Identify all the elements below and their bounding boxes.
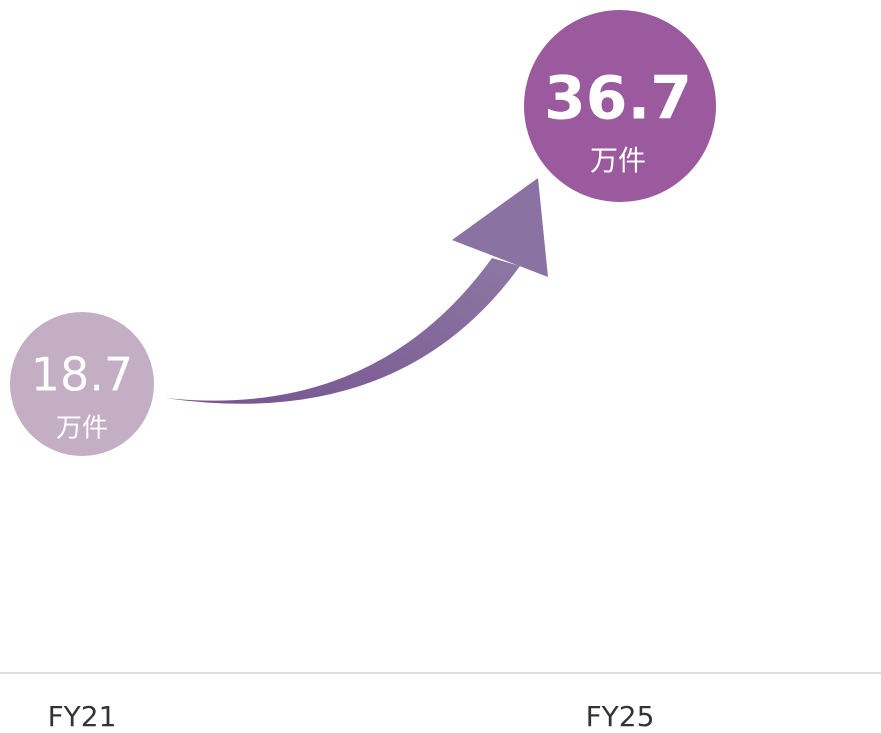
growth-arrow-body: [165, 258, 520, 404]
fy25-unit: 万件: [590, 144, 646, 177]
fy21-circle: [10, 312, 154, 456]
fy21-unit: 万件: [56, 414, 108, 444]
category-label: FY25: [586, 700, 655, 733]
category-label: FY21: [48, 700, 117, 733]
fy21-value: 18.7: [31, 348, 133, 402]
fy25-value: 36.7: [544, 64, 692, 134]
growth-arrow-head: [452, 178, 548, 277]
fy25-circle: [524, 10, 716, 202]
